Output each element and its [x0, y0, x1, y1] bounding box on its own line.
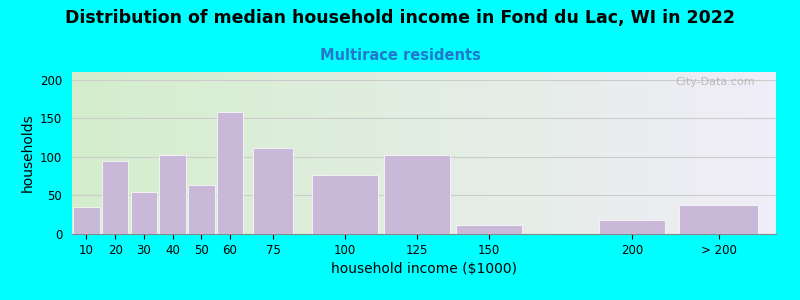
Y-axis label: households: households — [21, 114, 34, 192]
Bar — [130, 192, 157, 234]
Text: Multirace residents: Multirace residents — [319, 48, 481, 63]
X-axis label: household income ($1000): household income ($1000) — [331, 262, 517, 276]
Bar — [217, 112, 243, 234]
Bar — [188, 185, 214, 234]
Bar — [312, 175, 378, 234]
Bar — [159, 155, 186, 234]
Bar — [599, 220, 666, 234]
Bar — [384, 154, 450, 234]
Bar — [73, 207, 99, 234]
Text: Distribution of median household income in Fond du Lac, WI in 2022: Distribution of median household income … — [65, 9, 735, 27]
Bar — [102, 161, 128, 234]
Bar — [456, 225, 522, 234]
Bar — [254, 148, 293, 234]
Bar — [679, 206, 758, 234]
Text: City-Data.com: City-Data.com — [675, 77, 755, 87]
